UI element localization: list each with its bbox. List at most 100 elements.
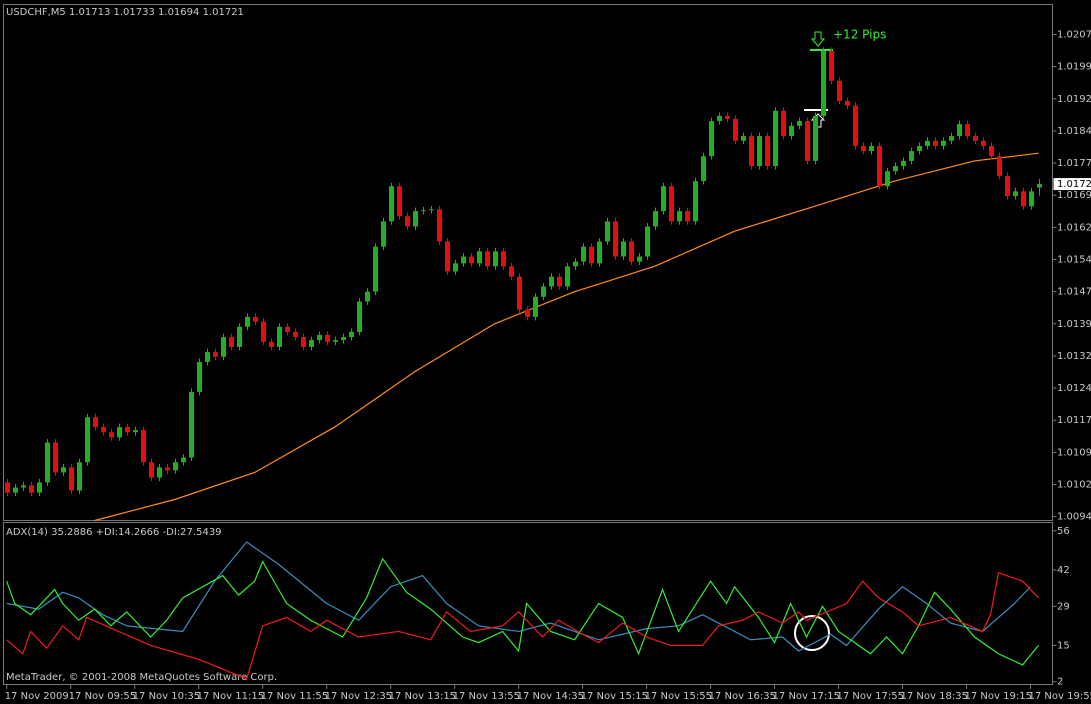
candle-body (941, 140, 946, 146)
candle-body (141, 430, 146, 463)
x-tick-label: 17 Nov 12:35 (325, 691, 392, 702)
candle-body (1029, 191, 1034, 207)
y-tick-label: 1.01020 (1057, 480, 1091, 491)
candle-body (845, 100, 850, 106)
candle-body (757, 136, 762, 167)
candle-body (413, 211, 418, 227)
candle-body (261, 321, 266, 342)
candle-body (965, 124, 970, 137)
y-tick-label: 1.01320 (1057, 351, 1091, 362)
candle-body (453, 263, 458, 272)
candle-body (805, 121, 810, 161)
indicator-line (6, 557, 1039, 666)
candle-body (837, 80, 842, 101)
x-tick-label: 17 Nov 17:15 (773, 691, 840, 702)
y-tick-label: 1.01395 (1057, 319, 1091, 330)
y-tick-label: 1.01920 (1057, 94, 1091, 105)
candle-body (901, 160, 906, 167)
candle-body (181, 457, 186, 463)
candle-body (605, 221, 610, 242)
candle-body (637, 256, 642, 262)
candle-body (997, 156, 1002, 176)
candle-body (653, 211, 658, 227)
candle-body (381, 221, 386, 247)
candle-body (773, 110, 778, 167)
candle-body (1021, 191, 1026, 207)
candle-body (269, 341, 274, 347)
candle-body (173, 462, 178, 471)
candle-body (229, 337, 234, 347)
x-tick-label: 17 Nov 10:35 (133, 691, 200, 702)
candle-body (325, 334, 330, 342)
candle-body (21, 485, 26, 488)
candle-body (645, 226, 650, 257)
candle-body (525, 309, 530, 317)
candle-body (117, 427, 122, 438)
candle-body (861, 145, 866, 152)
candle-body (821, 50, 826, 116)
y-tick-label: 1.01695 (1057, 190, 1091, 201)
candle-body (445, 241, 450, 272)
candle-body (613, 221, 618, 257)
candle-body (829, 50, 834, 81)
candle-body (781, 110, 786, 137)
x-tick-label: 17 Nov 11:55 (261, 691, 328, 702)
symbol-header: USDCHF,M5 1.01713 1.01733 1.01694 1.0172… (6, 7, 244, 18)
y-tick-label: 1.01620 (1057, 222, 1091, 233)
candle-body (213, 352, 218, 357)
candle-body (493, 251, 498, 267)
candle-body (597, 241, 602, 264)
candle-body (429, 209, 434, 211)
candle-body (93, 417, 98, 428)
candle-body (669, 186, 674, 222)
candle-body (405, 216, 410, 227)
candle-body (509, 266, 514, 277)
indicator-line (6, 571, 1039, 680)
candle-body (789, 125, 794, 137)
candle-body (765, 136, 770, 167)
y-tick-label: 1.01995 (1057, 62, 1091, 73)
candle-body (589, 246, 594, 264)
moving-average (94, 152, 1039, 522)
sell-arrow (810, 31, 826, 47)
x-tick-label: 17 Nov 19:55 (1029, 691, 1091, 702)
candle-body (205, 352, 210, 362)
candle-body (421, 210, 426, 212)
candle-body (237, 326, 242, 347)
candle-body (285, 326, 290, 332)
candle-body (981, 140, 986, 146)
y-tick-label: 1.01545 (1057, 255, 1091, 266)
candle-body (477, 251, 482, 264)
candle-body (925, 140, 930, 146)
candle-body (557, 276, 562, 287)
y-tick-label: 1.02070 (1057, 30, 1091, 41)
candle-body (573, 261, 578, 267)
x-tick-label: 17 Nov 09:55 (69, 691, 136, 702)
y-tick-label: 1.00945 (1057, 512, 1091, 523)
candle-body (469, 256, 474, 264)
candle-body (549, 276, 554, 287)
x-tick-label: 17 Nov 18:35 (901, 691, 968, 702)
candle-body (61, 467, 66, 473)
candle-body (149, 462, 154, 478)
candle-body (957, 124, 962, 137)
price-panel (3, 4, 1053, 521)
candle-body (309, 340, 314, 347)
y-tick-label: 1.01470 (1057, 287, 1091, 298)
candle-body (45, 442, 50, 483)
x-tick-label: 17 Nov 15:15 (581, 691, 648, 702)
candle-body (1005, 175, 1010, 197)
candle-body (85, 417, 90, 463)
candle-body (717, 115, 722, 122)
candle-body (917, 145, 922, 152)
candle-body (621, 241, 626, 257)
candle-body (533, 296, 538, 317)
candle-body (13, 487, 18, 493)
candle-body (125, 427, 130, 433)
candle-body (37, 482, 42, 493)
candle-body (813, 115, 818, 161)
x-tick-label: 17 Nov 19:15 (965, 691, 1032, 702)
x-tick-label: 17 Nov 15:55 (645, 691, 712, 702)
candle-body (989, 145, 994, 157)
